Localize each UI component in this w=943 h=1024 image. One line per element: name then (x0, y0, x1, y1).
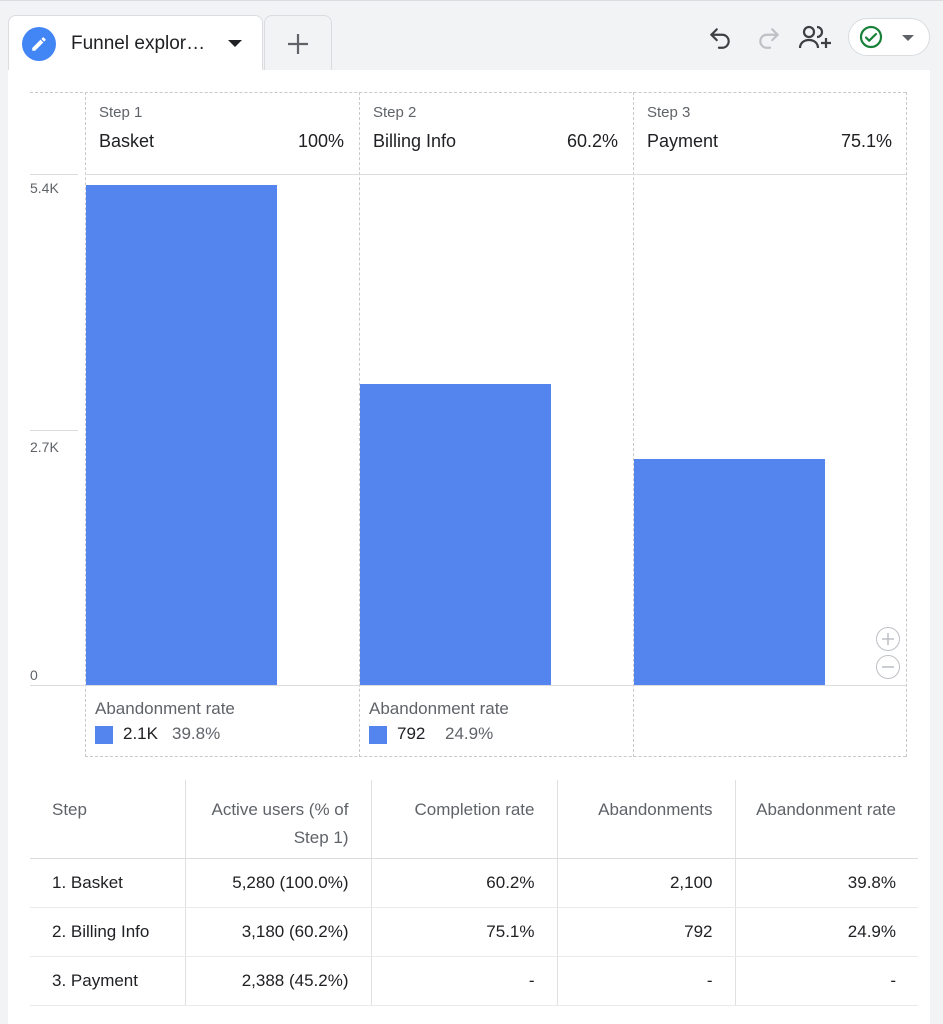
cell-completion-rate: 75.1% (370, 907, 557, 957)
column-header-active-users[interactable]: Active users (% of Step 1) (184, 780, 371, 859)
column-header-abandonments[interactable]: Abandonments (556, 780, 735, 859)
step-percent: 60.2% (566, 131, 618, 151)
cell-step: 3. Payment (30, 956, 185, 1006)
cell-completion-rate: - (370, 956, 557, 1006)
step-number: Step 3 (647, 104, 691, 121)
share-button[interactable] (798, 21, 832, 55)
top-bar: Funnel explor… (0, 0, 943, 71)
check-circle-icon (859, 25, 883, 49)
step-header-2[interactable]: Step 2 Billing Info 60.2% (360, 94, 632, 174)
step-name: Payment (647, 131, 719, 151)
y-gridline (30, 430, 78, 431)
zoom-in-button[interactable] (876, 627, 900, 651)
y-tick-label: 0 (30, 667, 38, 683)
x-axis-line (30, 685, 906, 686)
table-row: 1. Basket 5,280 (100.0%) 60.2% 2,100 39.… (30, 858, 918, 908)
abandonment-summary-1: Abandonment rate 2.1K 39.8% (86, 698, 356, 758)
bar-billing-info[interactable] (360, 384, 551, 685)
status-menu[interactable] (848, 18, 930, 56)
table-row: 2. Billing Info 3,180 (60.2%) 75.1% 792 … (30, 907, 918, 957)
step-divider (359, 92, 360, 757)
y-tick-label: 5.4K (30, 180, 59, 196)
abandonment-label: Abandonment rate (369, 699, 509, 718)
exploration-panel: Step 1 Basket 100% Step 2 Billing Info 6… (8, 70, 930, 1024)
header-top-line (30, 92, 906, 93)
cell-abandonments: - (556, 956, 735, 1006)
step-number: Step 2 (373, 104, 417, 121)
zoom-out-button[interactable] (876, 655, 900, 679)
undo-icon (710, 28, 730, 49)
cell-abandonments: 792 (556, 907, 735, 957)
pencil-icon[interactable] (22, 26, 56, 61)
cell-step: 2. Billing Info (30, 907, 185, 957)
funnel-chart: Step 1 Basket 100% Step 2 Billing Info 6… (8, 70, 930, 770)
cell-completion-rate: 60.2% (370, 858, 557, 908)
cell-step: 1. Basket (30, 858, 185, 908)
tab-funnel-exploration[interactable]: Funnel explor… (8, 15, 263, 71)
abandonment-value: 2.1K (123, 724, 158, 743)
cell-active-users: 5,280 (100.0%) (184, 858, 371, 908)
cell-abandonment-rate: 24.9% (734, 907, 918, 957)
abandon-bottom-line (85, 756, 906, 757)
abandonment-percent: 24.9% (445, 724, 494, 743)
header-bottom-line (85, 174, 906, 175)
redo-icon (759, 28, 779, 49)
y-gridline (30, 174, 78, 175)
bar-payment[interactable] (634, 459, 825, 685)
chevron-down-icon (902, 35, 914, 41)
abandonment-value: 792 (397, 724, 426, 743)
undo-button[interactable] (703, 21, 737, 55)
bar-basket[interactable] (86, 185, 277, 685)
cell-abandonments: 2,100 (556, 858, 735, 908)
table-header-row: Step Active users (% of Step 1) Completi… (30, 780, 918, 859)
add-tab-button[interactable] (264, 15, 332, 71)
column-header-completion-rate[interactable]: Completion rate (370, 780, 557, 859)
cell-active-users: 2,388 (45.2%) (184, 956, 371, 1006)
step-name: Basket (99, 131, 155, 151)
step-percent: 75.1% (840, 131, 892, 151)
tab-label: Funnel explor… (71, 32, 206, 54)
step-number: Step 1 (99, 104, 143, 121)
cell-active-users: 3,180 (60.2%) (184, 907, 371, 957)
plus-icon (288, 33, 308, 54)
cell-abandonment-rate: 39.8% (734, 858, 918, 908)
step-header-3[interactable]: Step 3 Payment 75.1% (634, 94, 906, 174)
legend-swatch (369, 726, 387, 744)
legend-swatch (95, 726, 113, 744)
step-divider (906, 92, 907, 757)
abandonment-summary-2: Abandonment rate 792 24.9% (360, 698, 630, 758)
step-percent: 100% (297, 131, 344, 151)
step-divider (85, 92, 86, 757)
plus-icon (882, 633, 894, 645)
step-divider (633, 92, 634, 757)
redo-button[interactable] (752, 21, 786, 55)
cell-abandonment-rate: - (734, 956, 918, 1006)
person-add-icon (798, 25, 831, 49)
y-tick-label: 2.7K (30, 439, 59, 455)
funnel-table: Step Active users (% of Step 1) Completi… (30, 780, 918, 1006)
step-name: Billing Info (373, 131, 457, 151)
abandonment-label: Abandonment rate (95, 699, 235, 718)
chevron-down-icon[interactable] (228, 40, 242, 47)
column-header-abandonment-rate[interactable]: Abandonment rate (734, 780, 918, 859)
abandonment-percent: 39.8% (172, 724, 221, 743)
minus-icon (882, 666, 894, 668)
table-row: 3. Payment 2,388 (45.2%) - - - (30, 956, 918, 1006)
step-header-1[interactable]: Step 1 Basket 100% (86, 94, 358, 174)
column-header-step[interactable]: Step (30, 780, 185, 859)
